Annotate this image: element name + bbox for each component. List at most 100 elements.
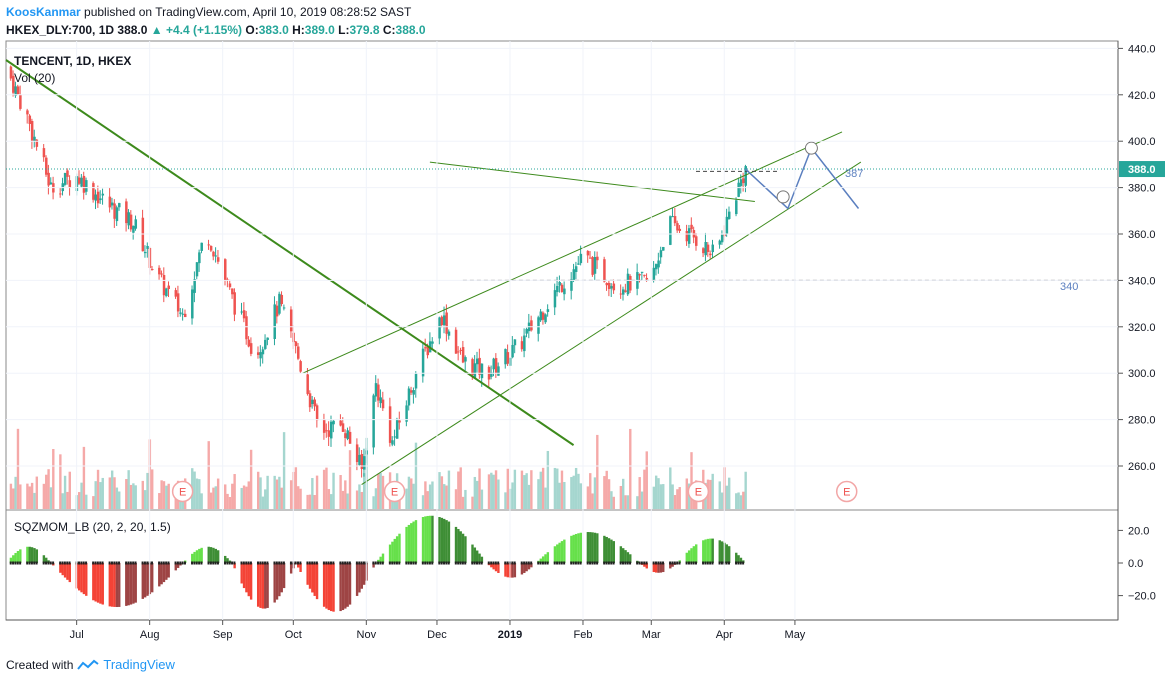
momentum-bar — [497, 563, 500, 573]
candle-body — [556, 285, 559, 293]
momentum-bar — [266, 563, 269, 608]
volume-bar — [344, 480, 347, 509]
candle-body — [504, 349, 507, 365]
momentum-bar — [200, 547, 203, 563]
volume-bar — [226, 493, 229, 509]
squeeze-dot — [179, 561, 182, 565]
time-tick-label: Feb — [573, 629, 592, 641]
candle-body — [47, 172, 50, 186]
candle-body — [12, 75, 15, 93]
momentum-bar — [445, 520, 448, 563]
volume-bar — [473, 476, 477, 509]
momentum-bar — [16, 551, 20, 563]
volume-bar — [118, 491, 121, 509]
earnings-marker-label: E — [695, 487, 702, 499]
candle-body — [282, 307, 286, 309]
volume-bar — [348, 450, 352, 509]
volume-bar — [645, 451, 648, 509]
candle-body — [574, 266, 578, 272]
squeeze-dot — [327, 561, 330, 565]
momentum-bar — [558, 542, 561, 563]
descending-trendline — [5, 59, 575, 446]
volume-bar — [92, 496, 95, 509]
volume-bar — [346, 493, 349, 509]
candle-body — [289, 309, 293, 332]
wedge-upper-line — [302, 131, 843, 374]
candles — [9, 65, 747, 478]
candle-body — [280, 294, 284, 305]
candle-body — [108, 196, 112, 208]
volume-bar — [110, 470, 114, 509]
squeeze-dot — [374, 561, 377, 565]
author-name[interactable]: KoosKanmar — [6, 5, 81, 19]
volume-bar — [654, 475, 658, 509]
squeeze-dot — [379, 561, 382, 565]
momentum-bar — [424, 516, 427, 563]
momentum-bar — [358, 563, 361, 593]
candle-body — [261, 349, 265, 355]
squeeze-dot — [640, 561, 643, 565]
momentum-bar — [504, 563, 507, 577]
momentum-bar — [101, 563, 104, 605]
candle-body — [603, 259, 606, 282]
momentum-bar — [494, 563, 498, 572]
volume-bar — [490, 472, 493, 509]
candle-body — [348, 431, 352, 444]
momentum-bar — [718, 540, 721, 563]
price-tick-label: 360.0 — [1128, 229, 1156, 241]
volume-bar — [523, 475, 526, 509]
momentum-bar — [30, 547, 34, 563]
volume-bar — [476, 480, 479, 509]
squeeze-dot — [146, 561, 149, 565]
momentum-bar — [264, 563, 267, 609]
time-tick-label: Aug — [140, 629, 160, 641]
squeeze-dot — [702, 561, 705, 565]
candle-body — [704, 242, 707, 256]
squeeze-dot — [85, 561, 88, 565]
squeeze-dot — [325, 561, 328, 565]
candle-body — [294, 341, 298, 347]
momentum-bar — [176, 563, 180, 568]
candle-body — [174, 290, 178, 297]
momentum-bar — [224, 555, 227, 563]
chart-title: TENCENT, 1D, HKEX — [14, 54, 131, 68]
volume-bar — [49, 487, 53, 509]
candle-body — [101, 193, 105, 196]
momentum-bar — [657, 563, 660, 573]
volume-bar — [339, 475, 342, 509]
momentum-bar — [544, 554, 547, 563]
candle-body — [438, 317, 441, 339]
volume-bar — [59, 454, 62, 509]
price-tick-label: 340.0 — [1128, 275, 1156, 287]
candle-body — [240, 311, 243, 313]
volume-bar — [591, 493, 594, 509]
volume-bar — [629, 428, 632, 509]
momentum-bar — [553, 546, 557, 563]
volume-bar — [233, 474, 236, 509]
momentum-bar — [619, 546, 623, 563]
squeeze-dot — [718, 561, 721, 565]
squeeze-dot — [428, 561, 431, 565]
squeeze-dot — [464, 561, 467, 565]
squeeze-dot — [607, 561, 610, 565]
tradingview-brand[interactable]: TradingView — [103, 657, 175, 672]
squeeze-dot — [527, 561, 530, 565]
momentum-bar — [377, 559, 380, 563]
momentum-bar — [33, 548, 36, 563]
candle-body — [537, 317, 540, 334]
candle-body — [570, 279, 573, 291]
squeeze-dot — [216, 561, 219, 565]
momentum-bar — [624, 550, 627, 563]
candle-body — [737, 182, 740, 197]
candle-body — [346, 430, 349, 440]
momentum-bar — [513, 563, 517, 578]
squeeze-dot — [115, 561, 118, 565]
candle-body — [191, 289, 194, 319]
candle-body — [454, 329, 458, 354]
candle-body — [464, 357, 467, 362]
volume-bar — [492, 474, 495, 509]
momentum-bar — [143, 563, 147, 598]
candle-body — [273, 304, 276, 339]
momentum-bar — [654, 563, 658, 573]
